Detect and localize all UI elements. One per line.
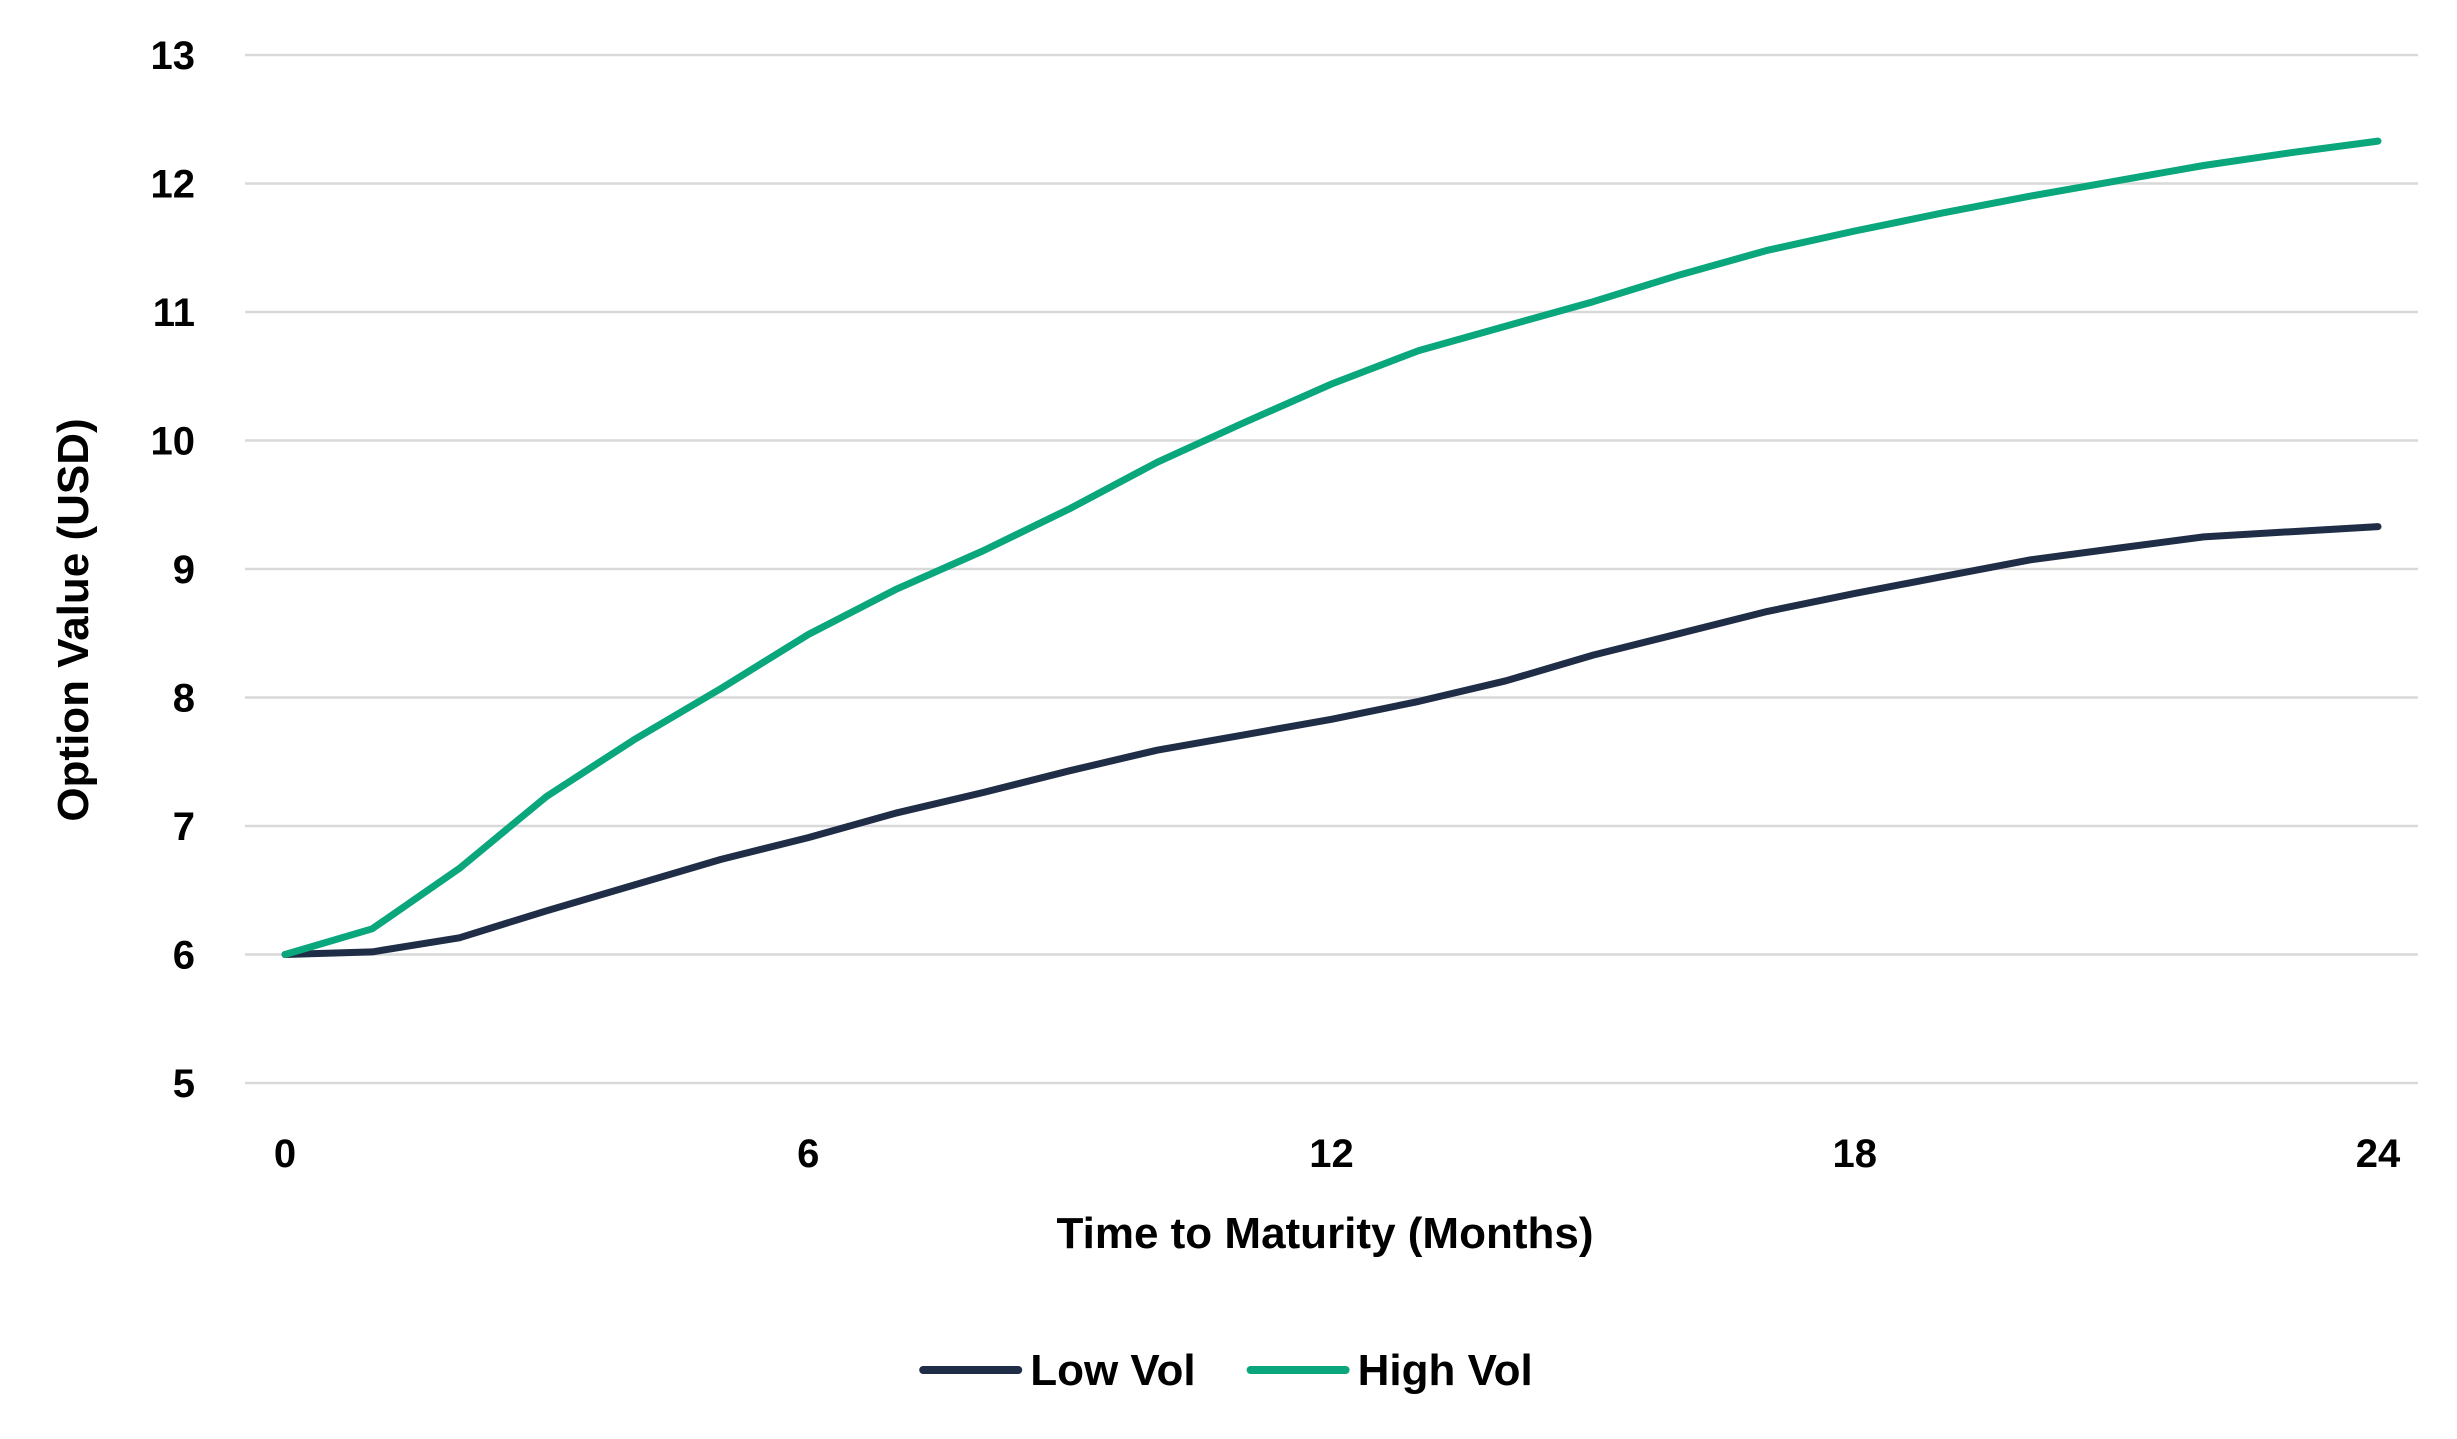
x-axis-tick-labels: 0 6 12 18 24	[274, 1132, 2401, 1176]
y-axis-tick-labels: 5 6 7 8 9 10 11 12 13	[151, 34, 196, 1106]
y-tick-label: 7	[173, 805, 195, 849]
y-tick-label: 9	[173, 548, 195, 592]
x-tick-label: 6	[797, 1132, 819, 1176]
y-tick-label: 5	[173, 1062, 195, 1106]
series-line-high-vol	[281, 137, 2382, 958]
gridlines	[245, 53, 2418, 1085]
series-lines	[281, 137, 2382, 958]
y-tick-label: 11	[153, 291, 195, 335]
y-tick-label: 12	[151, 163, 196, 207]
series-line-low-vol	[281, 523, 2382, 958]
x-tick-label: 0	[274, 1132, 296, 1176]
legend: Low Vol High Vol	[919, 1346, 1533, 1395]
x-tick-label: 24	[2356, 1132, 2401, 1176]
legend-label: Low Vol	[1030, 1346, 1195, 1395]
x-axis-title: Time to Maturity (Months)	[1057, 1209, 1594, 1258]
y-axis-title: Option Value (USD)	[49, 418, 98, 821]
x-tick-label: 18	[1833, 1132, 1878, 1176]
y-tick-label: 8	[173, 677, 195, 721]
x-tick-label: 12	[1309, 1132, 1354, 1176]
y-tick-label: 10	[151, 420, 196, 464]
y-tick-label: 6	[173, 934, 195, 978]
y-tick-label: 13	[151, 34, 196, 78]
legend-label: High Vol	[1358, 1346, 1533, 1395]
